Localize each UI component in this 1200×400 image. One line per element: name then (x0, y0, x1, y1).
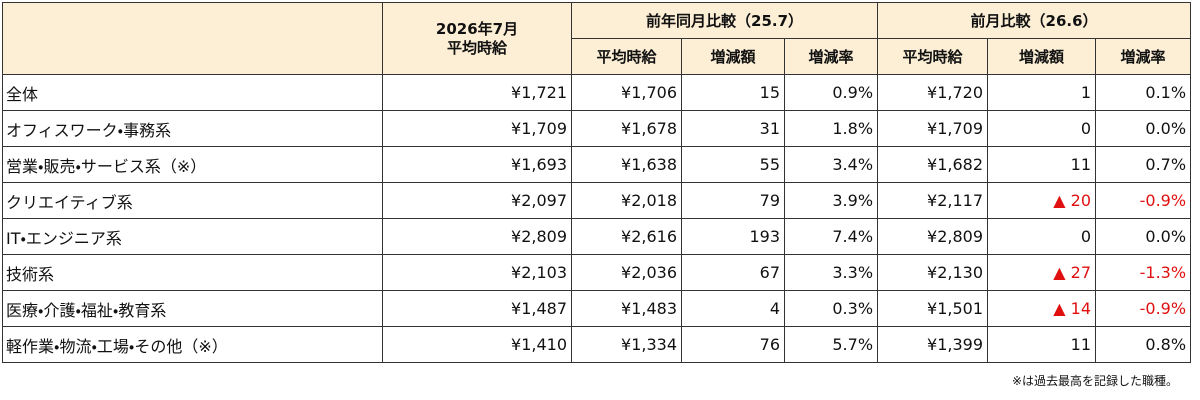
cell: ¥1,720 (877, 74, 989, 111)
cell: 55 (681, 146, 785, 183)
cell: 5.7% (783, 326, 879, 363)
table-row: 軽作業・物流・工場・その他（※） ¥1,410 ¥1,334 76 5.7% ¥1,399… (2, 326, 1192, 363)
table-row: オフィスワーク・事務系 ¥1,709 ¥1,678 31 1.8% ¥1,709 0 0.0% (2, 110, 1192, 147)
cell: ▲ 14 (987, 290, 1097, 327)
cell: ¥1,487 (382, 290, 572, 327)
cell: 1.8% (783, 110, 879, 147)
cell: ¥1,399 (877, 326, 989, 363)
cell: 0.0% (1095, 110, 1192, 147)
cell: ¥1,706 (571, 74, 682, 111)
cell: ¥1,682 (877, 146, 989, 183)
cell: ¥2,616 (571, 218, 682, 255)
cell: 0 (987, 110, 1097, 147)
row-label: 技術系 (2, 254, 383, 291)
cell: 193 (681, 218, 785, 255)
cell: 15 (681, 74, 785, 111)
header-text: 平均時給 (446, 38, 507, 57)
cell: 0.3% (783, 290, 879, 327)
cell: ¥2,809 (382, 218, 572, 255)
cell: 0.1% (1095, 74, 1192, 111)
row-label: 全体 (2, 74, 383, 111)
cell: 31 (681, 110, 785, 147)
cell: 0.0% (1095, 218, 1192, 255)
cell: ¥1,638 (571, 146, 682, 183)
current-header: 2026年7月 平均時給 (382, 2, 572, 75)
cell: 0.9% (783, 74, 879, 111)
cell: ¥1,678 (571, 110, 682, 147)
table-row: 医療・介護・福祉・教育系 ¥1,487 ¥1,483 4 0.3% ¥1,501 ▲ 14-… (2, 290, 1192, 327)
cell: 3.9% (783, 182, 879, 219)
column-header: 増減額 (681, 38, 785, 75)
column-header: 増減率 (783, 38, 879, 75)
row-label: 軽作業・物流・工場・その他（※） (2, 326, 383, 363)
group-header: 前月比較（26.6） (877, 2, 1192, 39)
cell: 3.4% (783, 146, 879, 183)
cell: 4 (681, 290, 785, 327)
cell: ¥2,018 (571, 182, 682, 219)
cell: ¥1,501 (877, 290, 989, 327)
cell: 11 (987, 326, 1097, 363)
row-label: オフィスワーク・事務系 (2, 110, 383, 147)
table-body: 全体 ¥1,721 ¥1,706 15 0.9% ¥1,720 1 0.1% オフィスワーク・事… (2, 74, 1192, 363)
wage-table: 2026年7月 平均時給 前年同月比較（25.7） 前月比較（26.6） 平均時給… (2, 2, 1192, 363)
table-row: 営業・販売・サービス系（※） ¥1,693 ¥1,638 55 3.4% ¥1,682 11… (2, 146, 1192, 183)
cell: ¥1,410 (382, 326, 572, 363)
table-row: 技術系 ¥2,103 ¥2,036 67 3.3% ¥2,130 ▲ 27 -1.3% (2, 254, 1192, 291)
column-header: 平均時給 (571, 38, 682, 75)
cell: ¥2,809 (877, 218, 989, 255)
row-label: 営業・販売・サービス系（※） (2, 146, 383, 183)
cell: 79 (681, 182, 785, 219)
cell: ¥2,103 (382, 254, 572, 291)
column-header: 増減額 (987, 38, 1097, 75)
cell: 76 (681, 326, 785, 363)
cell: 67 (681, 254, 785, 291)
row-label: クリエイティブ系 (2, 182, 383, 219)
cell: -0.9% (1095, 290, 1192, 327)
cell: ¥1,721 (382, 74, 572, 111)
cell: 3.3% (783, 254, 879, 291)
cell: 1 (987, 74, 1097, 111)
cell: ¥1,709 (382, 110, 572, 147)
cell: -1.3% (1095, 254, 1192, 291)
header-text: 2026年7月 (435, 19, 519, 38)
table-row: 全体 ¥1,721 ¥1,706 15 0.9% ¥1,720 1 0.1% (2, 74, 1192, 111)
cell: 0.8% (1095, 326, 1192, 363)
header-row: 2026年7月 平均時給 前年同月比較（25.7） 前月比較（26.6） (2, 2, 1192, 75)
cell: 7.4% (783, 218, 879, 255)
column-header: 増減率 (1095, 38, 1192, 75)
cell: ▲ 27 (987, 254, 1097, 291)
cell: ▲ 20 (987, 182, 1097, 219)
table-header: 2026年7月 平均時給 前年同月比較（25.7） 前月比較（26.6） 平均時給… (2, 2, 1192, 75)
column-header: 平均時給 (877, 38, 989, 75)
group-header: 前年同月比較（25.7） (570, 2, 879, 39)
footnote: ※は過去最高を記録した職種。 (1011, 374, 1178, 388)
header-row: 平均時給 増減額 増減率 平均時給 増減額 増減率 (3, 38, 1192, 75)
cell: ¥1,334 (571, 326, 682, 363)
cell: ¥2,117 (877, 182, 989, 219)
cell: 0.7% (1095, 146, 1192, 183)
table-row: IT・エンジニア系 ¥2,809 ¥2,616 193 7.4% ¥2,809 0 0.0% (2, 218, 1192, 255)
corner-cell (2, 2, 383, 75)
cell: 11 (987, 146, 1097, 183)
cell: ¥1,483 (571, 290, 682, 327)
row-label: IT・エンジニア系 (2, 218, 383, 255)
table-row: クリエイティブ系 ¥2,097 ¥2,018 79 3.9% ¥2,117 ▲ 20 -0.9… (2, 182, 1192, 219)
row-label: 医療・介護・福祉・教育系 (2, 290, 383, 327)
cell: ¥2,130 (877, 254, 989, 291)
cell: ¥1,693 (382, 146, 572, 183)
cell: 0 (987, 218, 1097, 255)
cell: ¥1,709 (877, 110, 989, 147)
cell: ¥2,036 (571, 254, 682, 291)
cell: ¥2,097 (382, 182, 572, 219)
cell: -0.9% (1095, 182, 1192, 219)
